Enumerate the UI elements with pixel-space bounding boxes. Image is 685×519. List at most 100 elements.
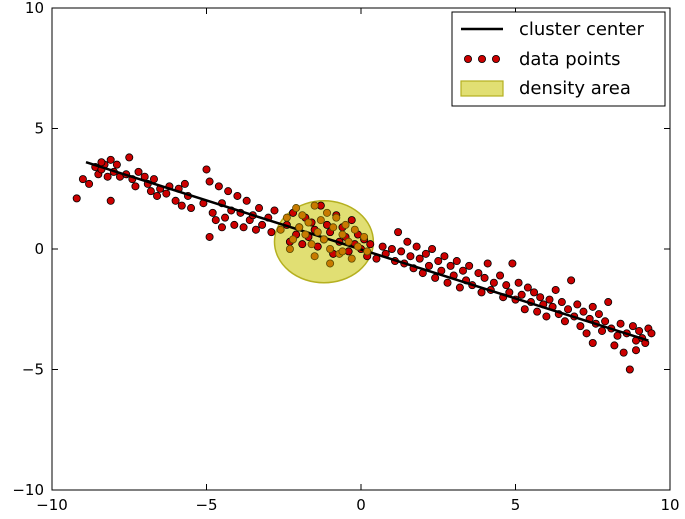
data-point xyxy=(224,187,233,196)
data-point xyxy=(452,257,461,266)
density-data-point xyxy=(298,211,307,220)
x-axis: −10 −5 0 5 10 xyxy=(36,8,680,514)
density-data-point xyxy=(329,223,338,232)
data-point xyxy=(628,322,637,331)
density-data-point xyxy=(304,218,313,227)
x-tick-label: −5 xyxy=(195,496,217,514)
data-point xyxy=(588,338,597,347)
data-point xyxy=(72,194,81,203)
data-point xyxy=(421,249,430,258)
data-point xyxy=(103,172,112,181)
data-point xyxy=(270,206,279,215)
data-point xyxy=(455,283,464,292)
data-point xyxy=(134,167,143,176)
density-data-point xyxy=(363,247,372,256)
data-point xyxy=(131,182,140,191)
data-point xyxy=(205,177,214,186)
data-point xyxy=(523,283,532,292)
density-data-point xyxy=(301,230,310,239)
data-point xyxy=(632,346,641,355)
data-point xyxy=(171,196,180,205)
data-point xyxy=(125,153,134,162)
legend-label-density-area: density area xyxy=(519,78,631,99)
data-point xyxy=(267,228,276,237)
data-point xyxy=(153,191,162,200)
data-point xyxy=(635,326,644,335)
density-data-point xyxy=(347,254,356,263)
data-point xyxy=(211,216,220,225)
data-point xyxy=(434,257,443,266)
data-point xyxy=(347,216,356,225)
data-point xyxy=(146,187,155,196)
x-tick-label: 5 xyxy=(511,496,521,514)
legend: cluster center data points density area xyxy=(451,11,666,107)
data-point xyxy=(514,278,523,287)
data-point xyxy=(112,160,121,169)
data-point xyxy=(180,179,189,188)
data-point xyxy=(221,213,230,222)
data-point xyxy=(579,307,588,316)
y-axis: −10 −5 0 5 10 xyxy=(12,0,670,499)
density-data-point xyxy=(323,208,332,217)
data-point xyxy=(177,201,186,210)
density-data-point xyxy=(338,230,347,239)
data-point xyxy=(106,155,115,164)
density-data-point xyxy=(292,204,301,213)
data-point xyxy=(387,244,396,253)
data-point xyxy=(406,252,415,261)
data-point xyxy=(431,273,440,282)
data-point xyxy=(508,259,517,268)
data-point xyxy=(557,298,566,307)
density-data-point xyxy=(276,225,285,234)
data-point xyxy=(480,273,489,282)
data-point xyxy=(536,293,545,302)
density-data-point xyxy=(344,237,353,246)
y-tick-label: 10 xyxy=(25,0,44,17)
data-point xyxy=(255,204,264,213)
data-point xyxy=(415,254,424,263)
density-data-point xyxy=(282,213,291,222)
legend-dots-swatch xyxy=(463,55,500,64)
data-point xyxy=(582,329,591,338)
data-point xyxy=(496,271,505,280)
density-data-point xyxy=(350,225,359,234)
data-point xyxy=(483,259,492,268)
density-points-layer xyxy=(276,201,372,268)
y-tick-label: −10 xyxy=(12,481,44,499)
density-data-point xyxy=(353,242,362,251)
data-point xyxy=(474,269,483,278)
density-data-point xyxy=(341,220,350,229)
data-point xyxy=(489,278,498,287)
data-point xyxy=(564,305,573,314)
density-data-point xyxy=(289,235,298,244)
data-point xyxy=(533,307,542,316)
data-point xyxy=(187,204,196,213)
density-data-point xyxy=(326,259,335,268)
legend-dot xyxy=(463,55,472,64)
data-point xyxy=(610,341,619,350)
x-tick-label: −10 xyxy=(36,496,68,514)
data-point xyxy=(149,175,158,184)
data-point xyxy=(233,191,242,200)
legend-dot xyxy=(477,55,486,64)
data-point xyxy=(239,223,248,232)
density-data-point xyxy=(360,232,369,241)
density-data-point xyxy=(338,247,347,256)
data-point xyxy=(598,326,607,335)
data-point xyxy=(613,331,622,340)
data-point xyxy=(205,232,214,241)
density-data-point xyxy=(310,201,319,210)
data-point xyxy=(208,208,217,217)
data-point xyxy=(619,348,628,357)
data-point xyxy=(97,158,106,167)
data-point xyxy=(412,242,421,251)
data-point xyxy=(202,165,211,174)
data-point xyxy=(520,305,529,314)
data-point xyxy=(440,252,449,261)
data-point xyxy=(625,365,634,374)
data-point xyxy=(545,295,554,304)
data-point xyxy=(601,317,610,326)
data-point xyxy=(251,225,260,234)
data-point xyxy=(214,182,223,191)
data-point xyxy=(530,288,539,297)
